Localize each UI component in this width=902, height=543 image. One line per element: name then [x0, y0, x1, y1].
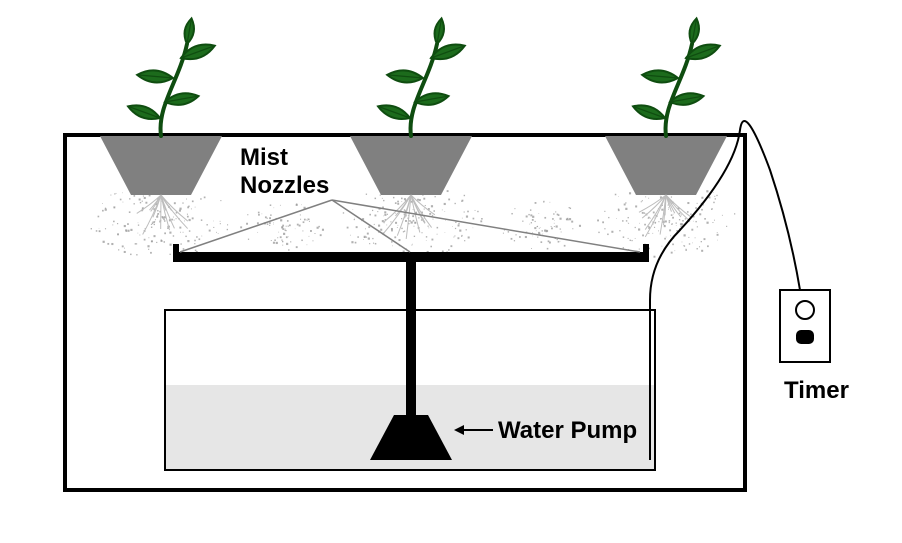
pipe-right-cap: [643, 244, 649, 262]
pipe-left-cap: [173, 244, 179, 262]
label-water-pump: Water Pump: [498, 417, 637, 444]
timer-plug-icon: [796, 330, 814, 344]
label-timer: Timer: [784, 377, 849, 404]
label-mist-line2: Nozzles: [240, 172, 329, 199]
label-mist-line1: Mist: [240, 144, 288, 171]
timer-dial-icon: [796, 301, 814, 319]
